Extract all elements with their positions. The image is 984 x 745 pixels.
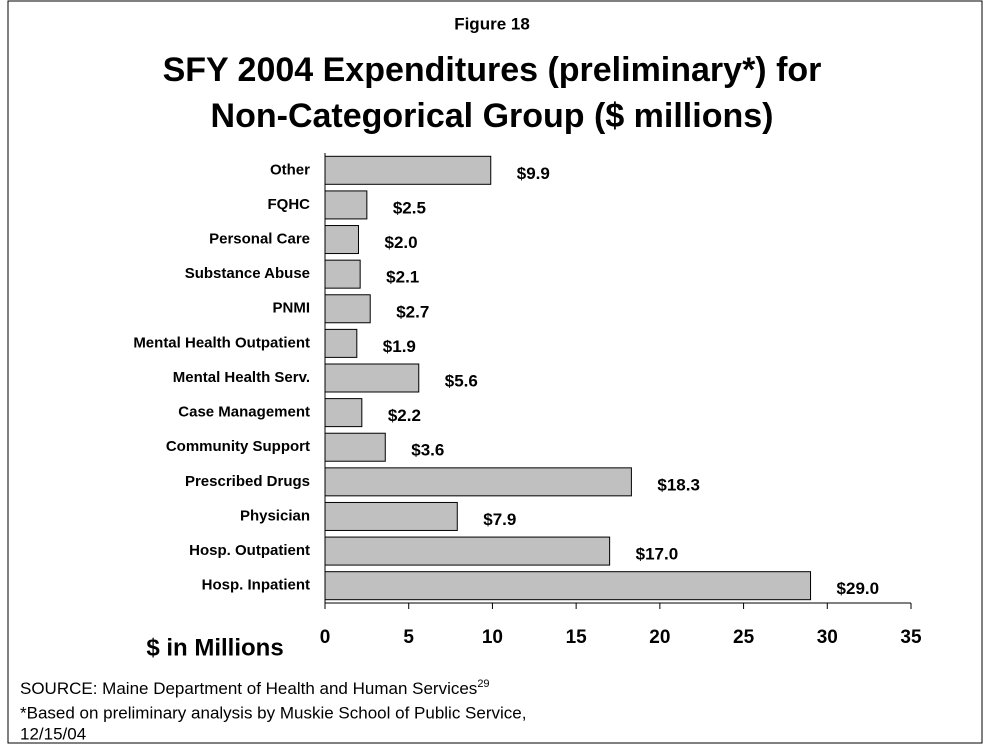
- bar: [324, 398, 363, 428]
- x-tick-label: 20: [649, 627, 670, 648]
- bar: [324, 363, 420, 393]
- y-tick-label: Prescribed Drugs: [185, 473, 310, 490]
- x-tick-label: 25: [733, 627, 755, 648]
- y-tick-label: Hosp. Inpatient: [202, 577, 310, 594]
- y-tick-label: Substance Abuse: [185, 265, 310, 282]
- y-tick-label: PNMI: [273, 300, 311, 317]
- chart-title: Non-Categorical Group ($ millions): [211, 97, 774, 135]
- source-text: SOURCE: Maine Department of Health and H…: [20, 679, 477, 698]
- note: *Based on preliminary analysis by Muskie…: [20, 703, 526, 722]
- x-tick-label: 0: [320, 627, 331, 648]
- value-label: $5.6: [445, 371, 478, 390]
- bar: [324, 536, 611, 566]
- value-label: $7.9: [483, 510, 516, 529]
- value-label: $2.5: [393, 198, 426, 217]
- bar: [324, 501, 458, 531]
- x-tick-label: 30: [817, 627, 838, 648]
- value-label: $2.1: [386, 268, 419, 287]
- bar: [324, 432, 386, 462]
- y-tick-label: Case Management: [178, 404, 310, 421]
- bar: [324, 467, 632, 497]
- bar: [324, 328, 358, 358]
- y-tick-label: Physician: [240, 507, 310, 524]
- chart-title: SFY 2004 Expenditures (preliminary*) for: [163, 51, 822, 89]
- bar: [324, 259, 361, 289]
- note: 12/15/04: [20, 724, 86, 743]
- bar: [324, 190, 368, 220]
- y-tick-label: Personal Care: [209, 231, 310, 248]
- value-label: $17.0: [636, 545, 679, 564]
- frame: [7, 0, 983, 744]
- value-label: $29.0: [837, 579, 880, 598]
- bar: [324, 155, 492, 185]
- x-tick-label: 5: [403, 627, 414, 648]
- x-axis-label: $ in Millions: [146, 634, 283, 661]
- y-tick-label: Mental Health Serv.: [173, 369, 310, 386]
- bar: [324, 294, 371, 324]
- x-tick-label: 10: [482, 627, 503, 648]
- y-tick-label: Community Support: [166, 438, 310, 455]
- figure-label: Figure 18: [454, 14, 530, 33]
- value-label: $18.3: [657, 475, 700, 494]
- value-label: $3.6: [411, 441, 444, 460]
- value-label: $9.9: [517, 164, 550, 183]
- y-tick-label: Hosp. Outpatient: [189, 542, 310, 559]
- source-ref: 29: [477, 678, 489, 690]
- source: SOURCE: Maine Department of Health and H…: [20, 678, 490, 699]
- x-tick-label: 35: [900, 627, 922, 648]
- value-label: $2.7: [396, 302, 429, 321]
- y-tick-label: Other: [270, 161, 310, 178]
- value-label: $1.9: [383, 337, 416, 356]
- value-label: $2.0: [384, 233, 417, 252]
- x-tick-label: 15: [566, 627, 588, 648]
- y-tick-label: Mental Health Outpatient: [133, 334, 310, 351]
- y-tick-label: FQHC: [268, 196, 311, 213]
- bar: [324, 225, 359, 255]
- bar: [324, 571, 812, 601]
- value-label: $2.2: [388, 406, 421, 425]
